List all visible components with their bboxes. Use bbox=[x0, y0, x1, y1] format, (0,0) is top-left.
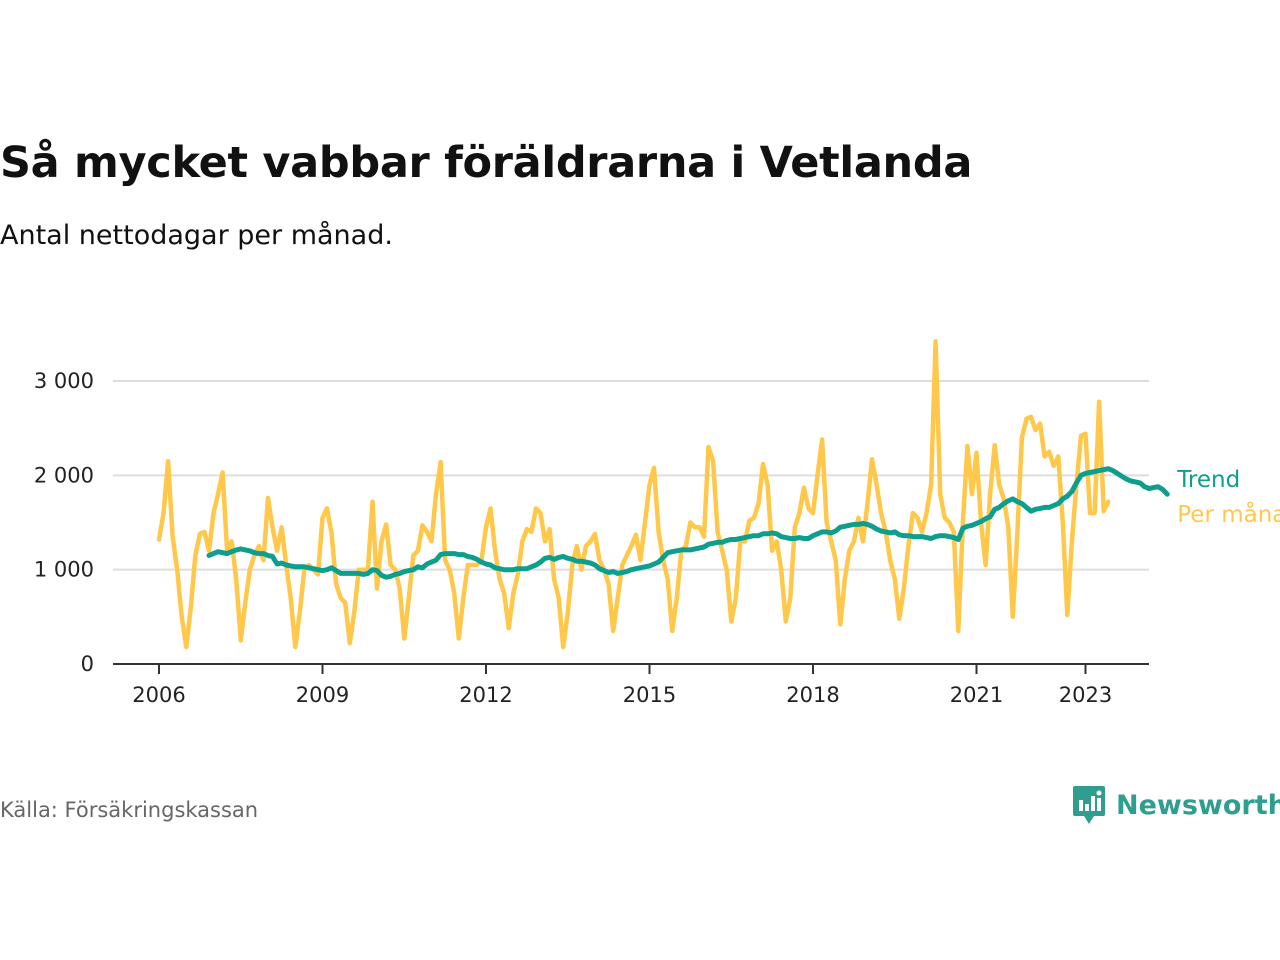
y-axis-tick-labels: 0 1 000 2 000 3 000 bbox=[34, 369, 94, 676]
series-line-trend bbox=[206, 466, 1170, 580]
y-tick-label: 0 bbox=[81, 652, 94, 676]
y-tick-label: 2 000 bbox=[34, 463, 94, 487]
x-tick-label: 2009 bbox=[296, 683, 349, 707]
line-chart: 0 1 000 2 000 3 000 2006 2009 2012 2015 2018 202… bbox=[34, 339, 1280, 707]
series-lines bbox=[156, 339, 1170, 650]
newsworthy-logo-icon bbox=[1073, 786, 1105, 824]
y-tick-label: 3 000 bbox=[34, 369, 94, 393]
x-tick-label: 2015 bbox=[623, 683, 676, 707]
brand-logo: Newsworthy bbox=[1072, 785, 1280, 825]
chart-title: Så mycket vabbar föräldrarna i Vetlanda bbox=[0, 138, 973, 188]
chart-subtitle: Antal nettodagar per månad. bbox=[0, 220, 393, 251]
series-line-per-month bbox=[156, 339, 1111, 650]
x-tick-label: 2006 bbox=[132, 683, 185, 707]
y-tick-label: 1 000 bbox=[34, 558, 94, 582]
series-label-trend: Trend bbox=[1176, 467, 1240, 493]
x-tick-label: 2023 bbox=[1059, 683, 1112, 707]
brand-name: Newsworthy bbox=[1116, 789, 1280, 821]
x-axis: 2006 2009 2012 2015 2018 2021 2023 bbox=[113, 663, 1149, 707]
series-label-per-month: Per månad bbox=[1177, 500, 1280, 528]
x-tick-label: 2018 bbox=[786, 683, 839, 707]
x-tick-label: 2021 bbox=[950, 683, 1003, 707]
source-note: Källa: Försäkringskassan bbox=[0, 798, 259, 822]
x-tick-label: 2012 bbox=[459, 683, 512, 707]
